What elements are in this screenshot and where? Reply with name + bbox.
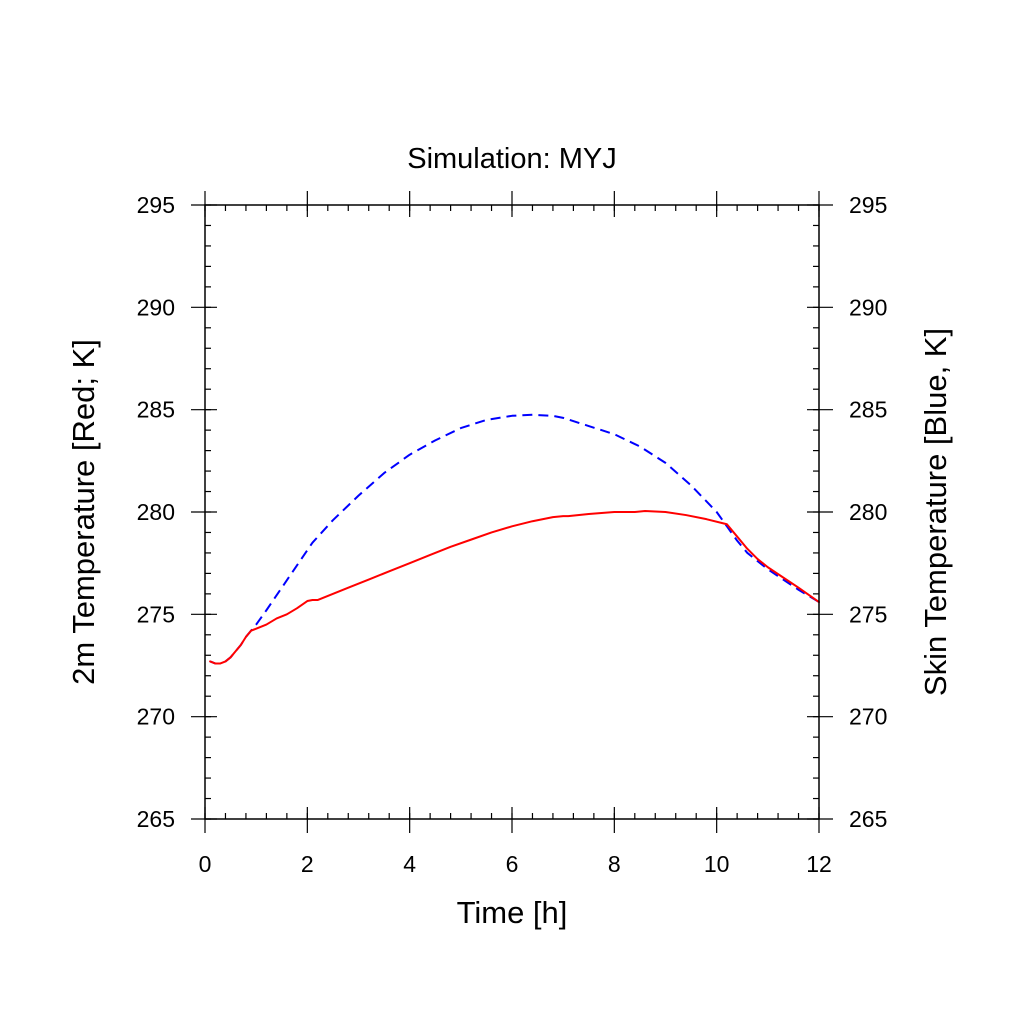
x-tick-label: 4 <box>403 851 416 877</box>
x-tick-label: 12 <box>806 851 832 877</box>
x-tick-label: 2 <box>301 851 314 877</box>
y-axis-title-left: 2m Temperature [Red; K] <box>66 339 101 685</box>
x-tick-label: 10 <box>704 851 730 877</box>
y-tick-label-right: 275 <box>849 601 887 627</box>
y-tick-label-left: 280 <box>137 499 175 525</box>
y-tick-label-right: 280 <box>849 499 887 525</box>
y-tick-label-left: 275 <box>137 601 175 627</box>
y-tick-label-right: 290 <box>849 294 887 320</box>
x-tick-label: 0 <box>199 851 212 877</box>
y-tick-label-left: 285 <box>137 397 175 423</box>
series-line-tsk <box>209 413 820 665</box>
x-axis-title: Time [h] <box>457 895 568 930</box>
y-tick-label-right: 285 <box>849 397 887 423</box>
ticks-layer <box>191 191 833 833</box>
series-line-t2m <box>209 509 820 665</box>
y-tick-label-left: 290 <box>137 294 175 320</box>
y-tick-label-left: 295 <box>137 192 175 218</box>
series-layer <box>209 413 820 665</box>
y-tick-label-left: 270 <box>137 704 175 730</box>
x-tick-label: 6 <box>506 851 519 877</box>
y-axis-title-right: Skin Temperature [Blue, K] <box>918 328 953 696</box>
y-tick-label-right: 295 <box>849 192 887 218</box>
x-tick-label: 8 <box>608 851 621 877</box>
plot-frame <box>204 204 820 820</box>
labels-layer: 0 2 4 6 8 10 12 265 265 270 270 275 275 280 280 285 285 2… <box>137 192 888 877</box>
y-tick-label-left: 265 <box>137 806 175 832</box>
chart-title: Simulation: MYJ <box>407 143 617 175</box>
y-tick-label-right: 265 <box>849 806 887 832</box>
y-tick-label-right: 270 <box>849 704 887 730</box>
